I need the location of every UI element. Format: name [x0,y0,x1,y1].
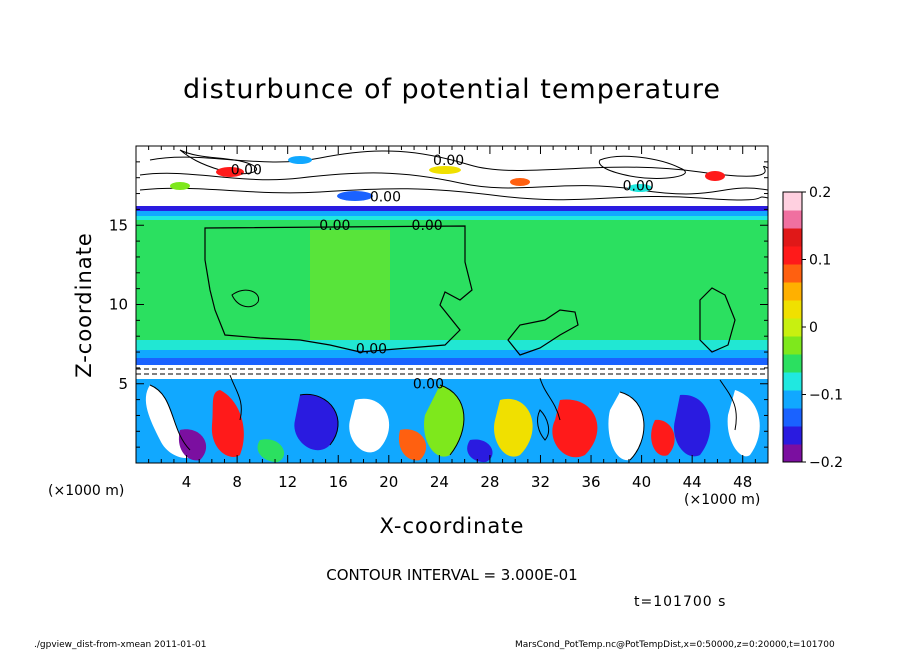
colorbar-segment [783,336,802,355]
x-tick-label: 44 [683,473,702,491]
colorbar-segment [783,444,802,463]
colorbar-segment [783,318,802,337]
contour-interval-text: CONTOUR INTERVAL = 3.000E-01 [326,566,578,584]
upper-layer-colors [170,156,725,201]
field-plume [310,230,390,340]
colorbar-segment [783,300,802,319]
lower-layer-blobs [145,385,760,463]
plot-area [136,146,768,463]
zero-contour-blob [231,289,260,308]
contour-labels: 0.00 0.00 0.00 0.00 0.00 0.00 0.00 0.00 [231,153,654,392]
colorbar-segment [783,282,802,301]
colorbar-segment [783,426,802,445]
colorbar-tick-label: 0 [809,320,818,336]
chart-title: disturbunce of potential temperature [183,74,721,105]
contour-label: 0.00 [623,178,654,194]
contour-label: 0.00 [370,189,401,205]
colorbar-segment [783,372,802,391]
x-tick-label: 28 [480,473,499,491]
contour-label: 0.00 [356,342,387,358]
x-ticks: 4 8 12 16 20 24 28 32 36 40 44 48 [148,146,756,491]
x-tick-label: 48 [733,473,752,491]
colorbar-tick-label: −0.2 [809,455,843,471]
lower-band-light [136,340,768,350]
contour-label: 0.00 [413,377,444,393]
colorbar-segment [783,408,802,427]
x-tick-label: 4 [182,473,192,491]
footer-right: MarsCond_PotTemp.nc@PotTempDist,x=0:5000… [515,640,835,650]
x-tick-label: 16 [329,473,348,491]
colorbar-segment [783,210,802,229]
colorbar-segment [783,390,802,409]
y-axis-label: Z-coordinate [72,232,96,378]
colorbar-segment [783,192,802,211]
x-tick-label: 36 [581,473,600,491]
x-axis-label: X-coordinate [379,514,525,538]
footer-left: ./gpview_dist-from-xmean 2011-01-01 [34,640,207,650]
contour-label: 0.00 [319,218,350,234]
colorbar-segment [783,264,802,283]
zero-contour-right [507,309,579,356]
upper-band-light [136,216,768,220]
colorbar-tick-label: 0.2 [809,185,831,201]
colorbar-segment [783,354,802,373]
lower-band-dark [136,358,768,365]
upper-band-dark [136,206,768,211]
x-unit-label: (×1000 m) [684,492,761,508]
x-tick-label: 12 [278,473,297,491]
y-tick-label: 5 [118,375,128,393]
zero-contour-far [699,287,736,353]
colorbar-segment [783,246,802,265]
contour-label: 0.00 [231,163,262,179]
colorbar-segment [783,228,802,247]
y-tick-label: 10 [109,296,128,314]
x-tick-label: 40 [632,473,651,491]
x-tick-label: 20 [379,473,398,491]
time-label: t=101700 s [634,594,727,610]
colorbar-tick-label: 0.1 [809,253,831,269]
x-tick-label: 8 [232,473,242,491]
gap-dashes [136,368,768,375]
zero-contour-main [204,225,473,353]
upper-layer-patches [139,149,768,201]
upper-band-mid [136,211,768,216]
lower-layer-contours [149,374,737,461]
contour-label: 0.00 [433,153,464,169]
y-tick-label: 15 [109,216,128,234]
y-unit-label: (×1000 m) [48,483,125,499]
lower-band-mid [136,350,768,358]
colorbar: 0.2 0.1 0 −0.1 −0.2 [782,185,843,471]
contour-label: 0.00 [412,218,443,234]
colorbar-tick-label: −0.1 [809,388,843,404]
x-tick-label: 32 [531,473,550,491]
upper-layer [136,146,768,208]
y-ticks: 5 10 15 [109,161,768,448]
x-tick-label: 24 [430,473,449,491]
